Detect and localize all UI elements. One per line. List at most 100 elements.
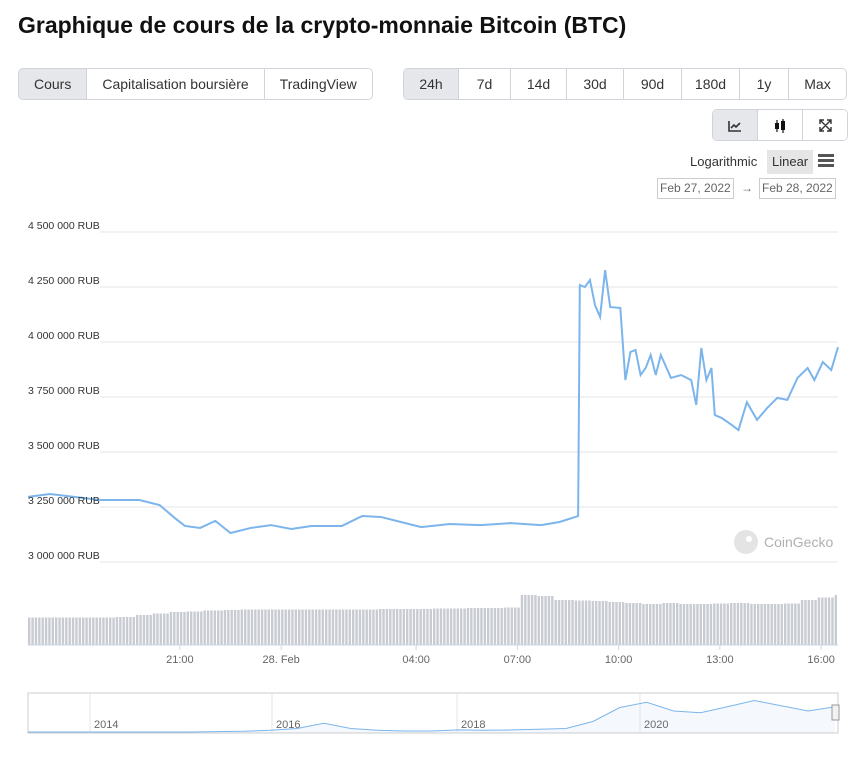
- volume-bar: [129, 617, 132, 645]
- volume-bar: [68, 617, 71, 645]
- volume-bar: [78, 617, 82, 645]
- volume-bar: [335, 609, 338, 645]
- candlestick-icon[interactable]: [758, 110, 803, 140]
- date-from-input[interactable]: Feb 27, 2022: [657, 178, 734, 199]
- volume-bar: [672, 603, 676, 645]
- volume-bar: [517, 607, 520, 645]
- volume-bar: [541, 596, 544, 645]
- range-90d[interactable]: 90d: [624, 69, 682, 99]
- volume-bar: [804, 600, 807, 645]
- range-30d[interactable]: 30d: [567, 69, 624, 99]
- tab-capitalisation[interactable]: Capitalisation boursière: [87, 69, 265, 99]
- range-180d[interactable]: 180d: [682, 69, 740, 99]
- volume-bar: [524, 595, 527, 645]
- volume-bar: [794, 603, 797, 645]
- volume-bar: [716, 603, 719, 645]
- x-tick-label: 13:00: [706, 654, 734, 666]
- volume-bar: [287, 609, 291, 645]
- volume-bar: [196, 611, 200, 645]
- tab-cours[interactable]: Cours: [19, 69, 88, 99]
- date-to-input[interactable]: Feb 28, 2022: [759, 178, 836, 199]
- y-tick-label: 4 250 000 RUB: [28, 275, 100, 287]
- volume-bar: [409, 609, 412, 645]
- volume-bar: [456, 608, 460, 645]
- volume-bar: [757, 604, 760, 645]
- volume-bar: [780, 604, 784, 645]
- volume-bar: [125, 617, 129, 645]
- volume-bar: [82, 617, 85, 645]
- volume-bar: [487, 608, 490, 645]
- volume-bar: [507, 607, 510, 645]
- volume-bar: [240, 609, 244, 645]
- range-7d[interactable]: 7d: [459, 69, 511, 99]
- volume-bar: [649, 604, 652, 645]
- volume-bar: [709, 604, 713, 645]
- volume-bar: [115, 617, 119, 645]
- volume-bar: [632, 603, 635, 645]
- range-max[interactable]: Max: [789, 69, 846, 99]
- line-chart-icon[interactable]: [713, 110, 758, 140]
- volume-bar: [493, 608, 497, 645]
- volume-bar: [61, 617, 65, 645]
- scale-linear[interactable]: Linear: [767, 150, 814, 174]
- page-title: Graphique de cours de la crypto-monnaie …: [18, 12, 627, 38]
- volume-bar: [730, 603, 733, 645]
- tab-tradingview[interactable]: TradingView: [264, 69, 372, 99]
- navigator-handle[interactable]: [831, 704, 840, 721]
- volume-bar: [34, 617, 38, 645]
- volume-bar: [814, 600, 817, 645]
- volume-bar: [743, 603, 746, 645]
- scale-logarithmic[interactable]: Logarithmic: [690, 154, 758, 169]
- volume-bar: [571, 600, 574, 645]
- volume-bar: [628, 603, 632, 645]
- volume-bar: [655, 604, 659, 645]
- volume-bar: [142, 615, 146, 645]
- volume-bar: [460, 608, 463, 645]
- volume-bar: [213, 610, 217, 645]
- range-14d[interactable]: 14d: [511, 69, 567, 99]
- volume-bar: [554, 600, 557, 645]
- volume-bar: [665, 603, 669, 645]
- volume-bar: [834, 595, 838, 645]
- volume-bar: [58, 617, 61, 645]
- volume-bar: [821, 597, 824, 645]
- volume-bar: [379, 609, 382, 645]
- fullscreen-icon[interactable]: [803, 110, 847, 140]
- volume-bar: [777, 604, 780, 645]
- volume-bar: [109, 617, 112, 645]
- volume-bar: [692, 604, 696, 645]
- volume-bar: [247, 609, 250, 645]
- volume-bar: [578, 600, 581, 645]
- y-tick-label: 3 500 000 RUB: [28, 440, 100, 452]
- y-tick-label: 4 500 000 RUB: [28, 220, 100, 232]
- volume-bar: [98, 617, 102, 645]
- y-tick-label: 4 000 000 RUB: [28, 330, 100, 342]
- range-1y[interactable]: 1y: [740, 69, 789, 99]
- volume-bar: [638, 603, 642, 645]
- volume-bar: [169, 612, 173, 645]
- volume-bar: [233, 610, 237, 645]
- volume-bar: [392, 609, 395, 645]
- volume-bar: [51, 617, 55, 645]
- volume-bar: [527, 595, 530, 645]
- volume-bar: [564, 600, 568, 645]
- volume-bar: [341, 609, 345, 645]
- volume-bar: [719, 603, 723, 645]
- volume-bar: [281, 609, 284, 645]
- volume-bar: [723, 603, 726, 645]
- price-line: [27, 269, 839, 535]
- range-24h[interactable]: 24h: [404, 69, 459, 99]
- y-tick-label: 3 000 000 RUB: [28, 550, 100, 562]
- volume-bar: [676, 603, 679, 645]
- volume-bar: [514, 607, 517, 645]
- navigator-year-label: 2020: [644, 719, 668, 731]
- menu-icon[interactable]: [818, 154, 834, 169]
- volume-bar: [763, 604, 767, 645]
- volume-bar: [31, 617, 34, 645]
- x-tick-label: 16:00: [807, 654, 835, 666]
- chart-type-selector: [712, 109, 848, 141]
- volume-bar: [679, 604, 682, 645]
- navigator-year-label: 2016: [276, 719, 300, 731]
- volume-bar: [146, 615, 149, 645]
